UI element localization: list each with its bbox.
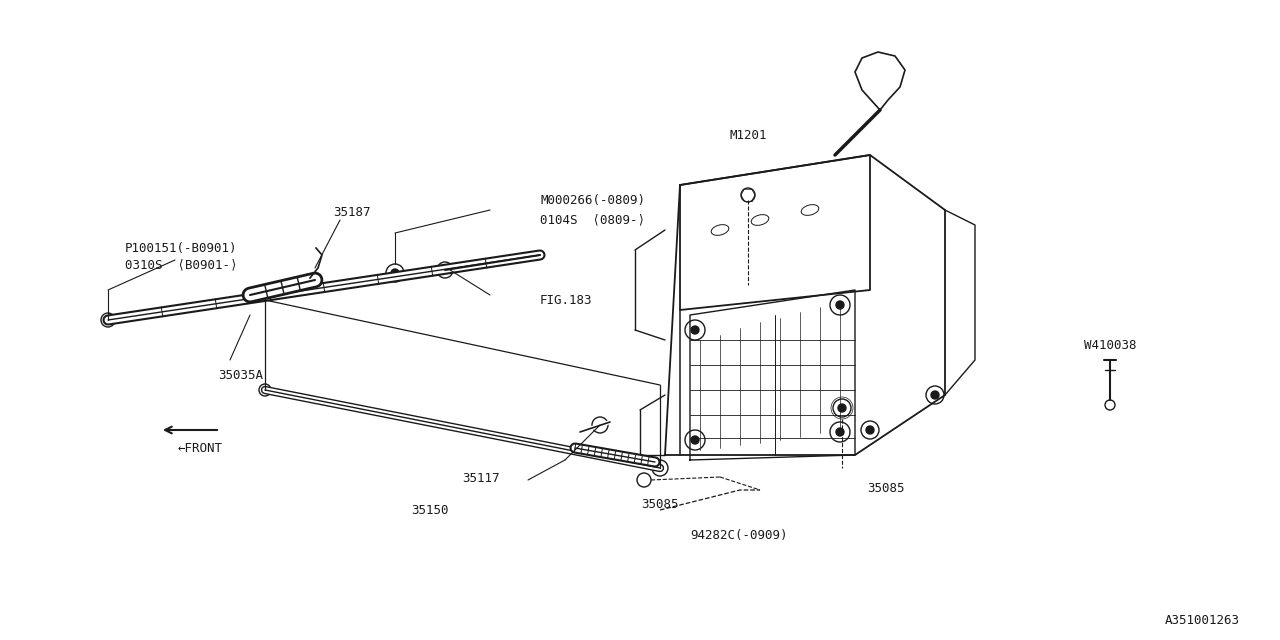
Text: 35085: 35085 xyxy=(641,499,678,511)
Circle shape xyxy=(262,387,268,392)
Text: 35150: 35150 xyxy=(411,504,449,516)
Circle shape xyxy=(931,391,940,399)
Circle shape xyxy=(105,317,111,323)
Text: W410038: W410038 xyxy=(1084,339,1137,351)
Text: FIG.183: FIG.183 xyxy=(540,294,593,307)
Circle shape xyxy=(867,426,874,434)
Circle shape xyxy=(838,404,846,412)
Text: 35085: 35085 xyxy=(867,481,905,495)
Circle shape xyxy=(442,267,448,273)
Text: 35035A: 35035A xyxy=(218,369,262,381)
Circle shape xyxy=(657,465,663,471)
Text: 35117: 35117 xyxy=(462,472,500,484)
Circle shape xyxy=(390,269,399,277)
Circle shape xyxy=(691,326,699,334)
Text: 35187: 35187 xyxy=(333,205,371,218)
Circle shape xyxy=(691,436,699,444)
Text: A351001263: A351001263 xyxy=(1165,614,1240,627)
Text: ←FRONT: ←FRONT xyxy=(178,442,223,454)
Text: 94282C(-0909): 94282C(-0909) xyxy=(690,529,787,541)
Text: M1201: M1201 xyxy=(730,129,767,141)
Text: P100151(-B0901): P100151(-B0901) xyxy=(125,241,238,255)
Circle shape xyxy=(836,428,844,436)
Text: 0104S  ⟨0809-⟩: 0104S ⟨0809-⟩ xyxy=(540,214,645,227)
Text: 0310S  ⟨B0901-⟩: 0310S ⟨B0901-⟩ xyxy=(125,259,238,271)
Text: M000266(-0809): M000266(-0809) xyxy=(540,193,645,207)
Circle shape xyxy=(836,301,844,309)
